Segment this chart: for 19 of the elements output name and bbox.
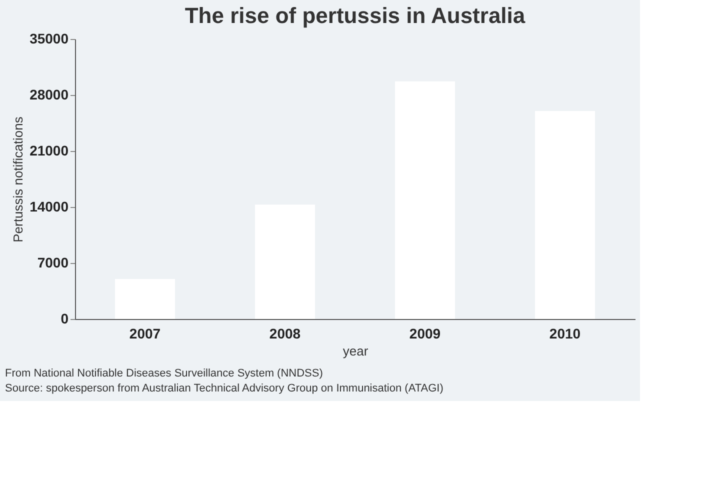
chart-title: The rise of pertussis in Australia bbox=[184, 3, 526, 28]
x-axis-title: year bbox=[342, 344, 369, 358]
x-tick-label: 2007 bbox=[129, 326, 161, 342]
x-tick-label: 2009 bbox=[409, 326, 441, 342]
y-tick-label: 21000 bbox=[30, 142, 69, 158]
bar bbox=[535, 111, 595, 319]
y-tick-label: 7000 bbox=[37, 254, 69, 270]
y-tick-label: 28000 bbox=[30, 86, 69, 102]
text: From National Notifiable Diseases Surveillance System (NNDSS) bbox=[5, 368, 323, 380]
bar bbox=[255, 204, 315, 319]
y-axis-title: Pertussis notifications bbox=[10, 116, 26, 242]
bar bbox=[395, 81, 455, 319]
y-tick-label: 14000 bbox=[30, 198, 69, 214]
source-note: Source: spokesperson from Australian Technical Advisory Group on Immunisation (ATAGI) bbox=[5, 382, 444, 394]
x-tick-label: 2010 bbox=[549, 326, 581, 342]
bar bbox=[115, 279, 175, 319]
y-tick-label: 0 bbox=[60, 310, 69, 326]
x-tick-label: 2008 bbox=[269, 326, 301, 342]
y-tick-label: 35000 bbox=[30, 30, 69, 46]
